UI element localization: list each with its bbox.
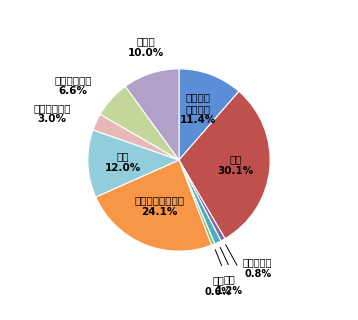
- Text: 生活の利便性
6.6%: 生活の利便性 6.6%: [54, 75, 92, 96]
- Text: その他
10.0%: その他 10.0%: [127, 36, 164, 58]
- Text: 就学
1.2%: 就学 1.2%: [216, 275, 243, 296]
- Text: 退職・廃業
0.8%: 退職・廃業 0.8%: [243, 257, 272, 279]
- Wedge shape: [93, 114, 179, 160]
- Wedge shape: [179, 91, 270, 239]
- Wedge shape: [179, 69, 239, 160]
- Wedge shape: [179, 160, 221, 244]
- Text: 結婚・離婚・縁組
24.1%: 結婚・離婚・縁組 24.1%: [135, 196, 185, 217]
- Text: 就職・転
職・転業
11.4%: 就職・転 職・転業 11.4%: [180, 92, 216, 125]
- Wedge shape: [179, 160, 225, 241]
- Text: 転勤
30.1%: 転勤 30.1%: [217, 155, 253, 176]
- Wedge shape: [179, 160, 215, 245]
- Text: 住宅
12.0%: 住宅 12.0%: [105, 151, 141, 173]
- Wedge shape: [100, 86, 179, 160]
- Wedge shape: [125, 69, 179, 160]
- Wedge shape: [96, 160, 212, 251]
- Text: 卒業
0.6%: 卒業 0.6%: [205, 276, 232, 297]
- Wedge shape: [88, 130, 179, 197]
- Text: 交通の利便性
3.0%: 交通の利便性 3.0%: [33, 103, 71, 124]
